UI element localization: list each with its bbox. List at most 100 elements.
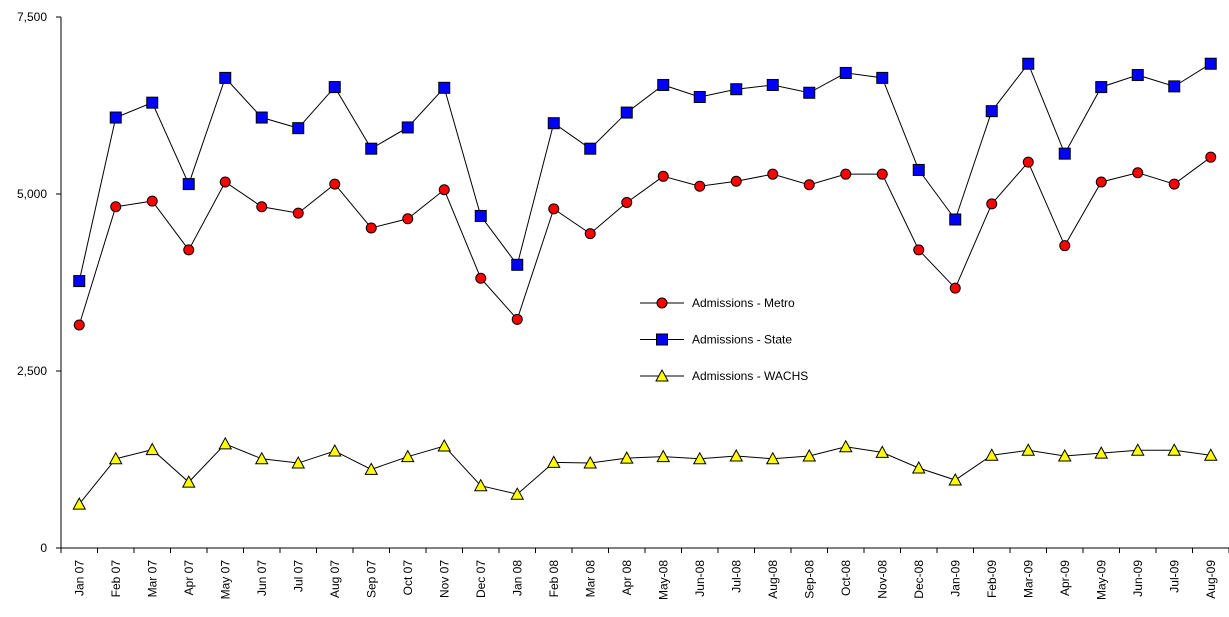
marker xyxy=(218,436,233,450)
series-line xyxy=(78,62,1212,282)
x-tick-label: Mar 08 xyxy=(583,560,597,598)
x-tick-label: Aug-09 xyxy=(1204,560,1218,599)
marker xyxy=(729,448,744,462)
marker xyxy=(1095,176,1107,188)
marker xyxy=(402,213,414,225)
marker xyxy=(400,449,415,463)
marker xyxy=(656,297,668,309)
marker xyxy=(219,71,232,84)
marker xyxy=(546,455,561,468)
x-tick-label: Oct 07 xyxy=(401,560,415,596)
marker xyxy=(767,168,779,180)
legend-label: Admissions - WACHS xyxy=(692,369,808,383)
marker xyxy=(292,207,304,219)
marker xyxy=(621,196,633,208)
marker xyxy=(619,451,634,464)
marker xyxy=(1167,443,1182,456)
marker xyxy=(365,222,377,234)
x-tick-label: Feb 07 xyxy=(109,560,123,598)
x-tick-label: May-09 xyxy=(1094,560,1108,600)
marker xyxy=(986,198,998,210)
marker xyxy=(656,333,668,346)
marker xyxy=(655,368,669,382)
marker xyxy=(1021,443,1036,456)
marker xyxy=(327,443,342,457)
y-tick-label: 2,500 xyxy=(17,364,47,378)
marker xyxy=(657,170,669,182)
marker xyxy=(1204,57,1217,70)
marker xyxy=(948,472,963,486)
marker xyxy=(876,71,889,84)
x-tick-label: Aug 07 xyxy=(328,560,342,598)
marker xyxy=(765,451,780,465)
marker xyxy=(840,168,852,180)
marker xyxy=(802,448,817,462)
marker xyxy=(474,209,487,222)
x-tick-label: Jul-08 xyxy=(729,560,743,593)
marker xyxy=(328,81,341,94)
legend-label: Admissions - Metro xyxy=(692,296,795,310)
marker xyxy=(1094,446,1109,459)
x-tick-label: Jun-09 xyxy=(1131,560,1145,597)
x-tick-label: Jan 07 xyxy=(72,560,86,596)
marker xyxy=(1168,178,1180,190)
marker xyxy=(73,319,85,331)
marker xyxy=(692,451,707,465)
marker xyxy=(912,163,925,176)
x-tick-label: Apr 07 xyxy=(182,560,196,596)
marker xyxy=(1022,156,1034,168)
marker xyxy=(181,475,196,488)
marker xyxy=(219,176,231,188)
x-tick-label: Mar-09 xyxy=(1021,560,1035,598)
marker xyxy=(73,275,86,288)
x-tick-label: Jul-09 xyxy=(1167,560,1181,593)
marker xyxy=(254,451,269,465)
marker xyxy=(437,439,452,452)
marker xyxy=(145,442,160,456)
marker xyxy=(256,201,268,213)
marker xyxy=(292,122,305,135)
y-tick-label: 5,000 xyxy=(17,187,47,201)
x-tick-label: Jul 07 xyxy=(291,560,305,592)
marker xyxy=(291,455,306,469)
marker xyxy=(1168,80,1181,93)
marker xyxy=(146,195,158,207)
x-tick-label: Jun 07 xyxy=(255,560,269,596)
marker xyxy=(839,66,852,79)
marker xyxy=(1059,240,1071,252)
x-tick-label: Feb-09 xyxy=(985,560,999,598)
x-tick-label: Jun-08 xyxy=(693,560,707,597)
x-tick-label: Sep-08 xyxy=(802,560,816,599)
x-tick-label: May-08 xyxy=(656,560,670,600)
x-tick-label: Aug-08 xyxy=(766,560,780,599)
marker xyxy=(1057,448,1072,462)
marker xyxy=(473,478,488,492)
marker xyxy=(1203,448,1218,461)
legend-label: Admissions - State xyxy=(692,333,792,347)
series-line xyxy=(78,156,1212,326)
marker xyxy=(1130,443,1145,456)
marker xyxy=(329,178,341,190)
x-tick-label: Nov 07 xyxy=(437,560,451,598)
marker xyxy=(1022,57,1035,70)
marker xyxy=(511,258,524,271)
marker xyxy=(911,460,926,474)
marker xyxy=(803,179,815,191)
series-line xyxy=(78,443,1211,505)
marker xyxy=(838,439,853,453)
marker xyxy=(182,178,195,191)
marker xyxy=(984,448,999,461)
x-tick-label: Sep 07 xyxy=(364,560,378,598)
marker xyxy=(109,111,122,124)
marker xyxy=(803,86,816,99)
marker xyxy=(657,78,670,91)
marker xyxy=(108,451,123,465)
x-tick-label: Apr 08 xyxy=(620,560,634,596)
marker xyxy=(1132,167,1144,179)
marker xyxy=(766,78,779,91)
x-tick-label: Feb 08 xyxy=(547,560,561,598)
marker xyxy=(438,184,450,196)
marker xyxy=(985,105,998,118)
marker xyxy=(547,117,560,130)
marker xyxy=(620,106,633,119)
